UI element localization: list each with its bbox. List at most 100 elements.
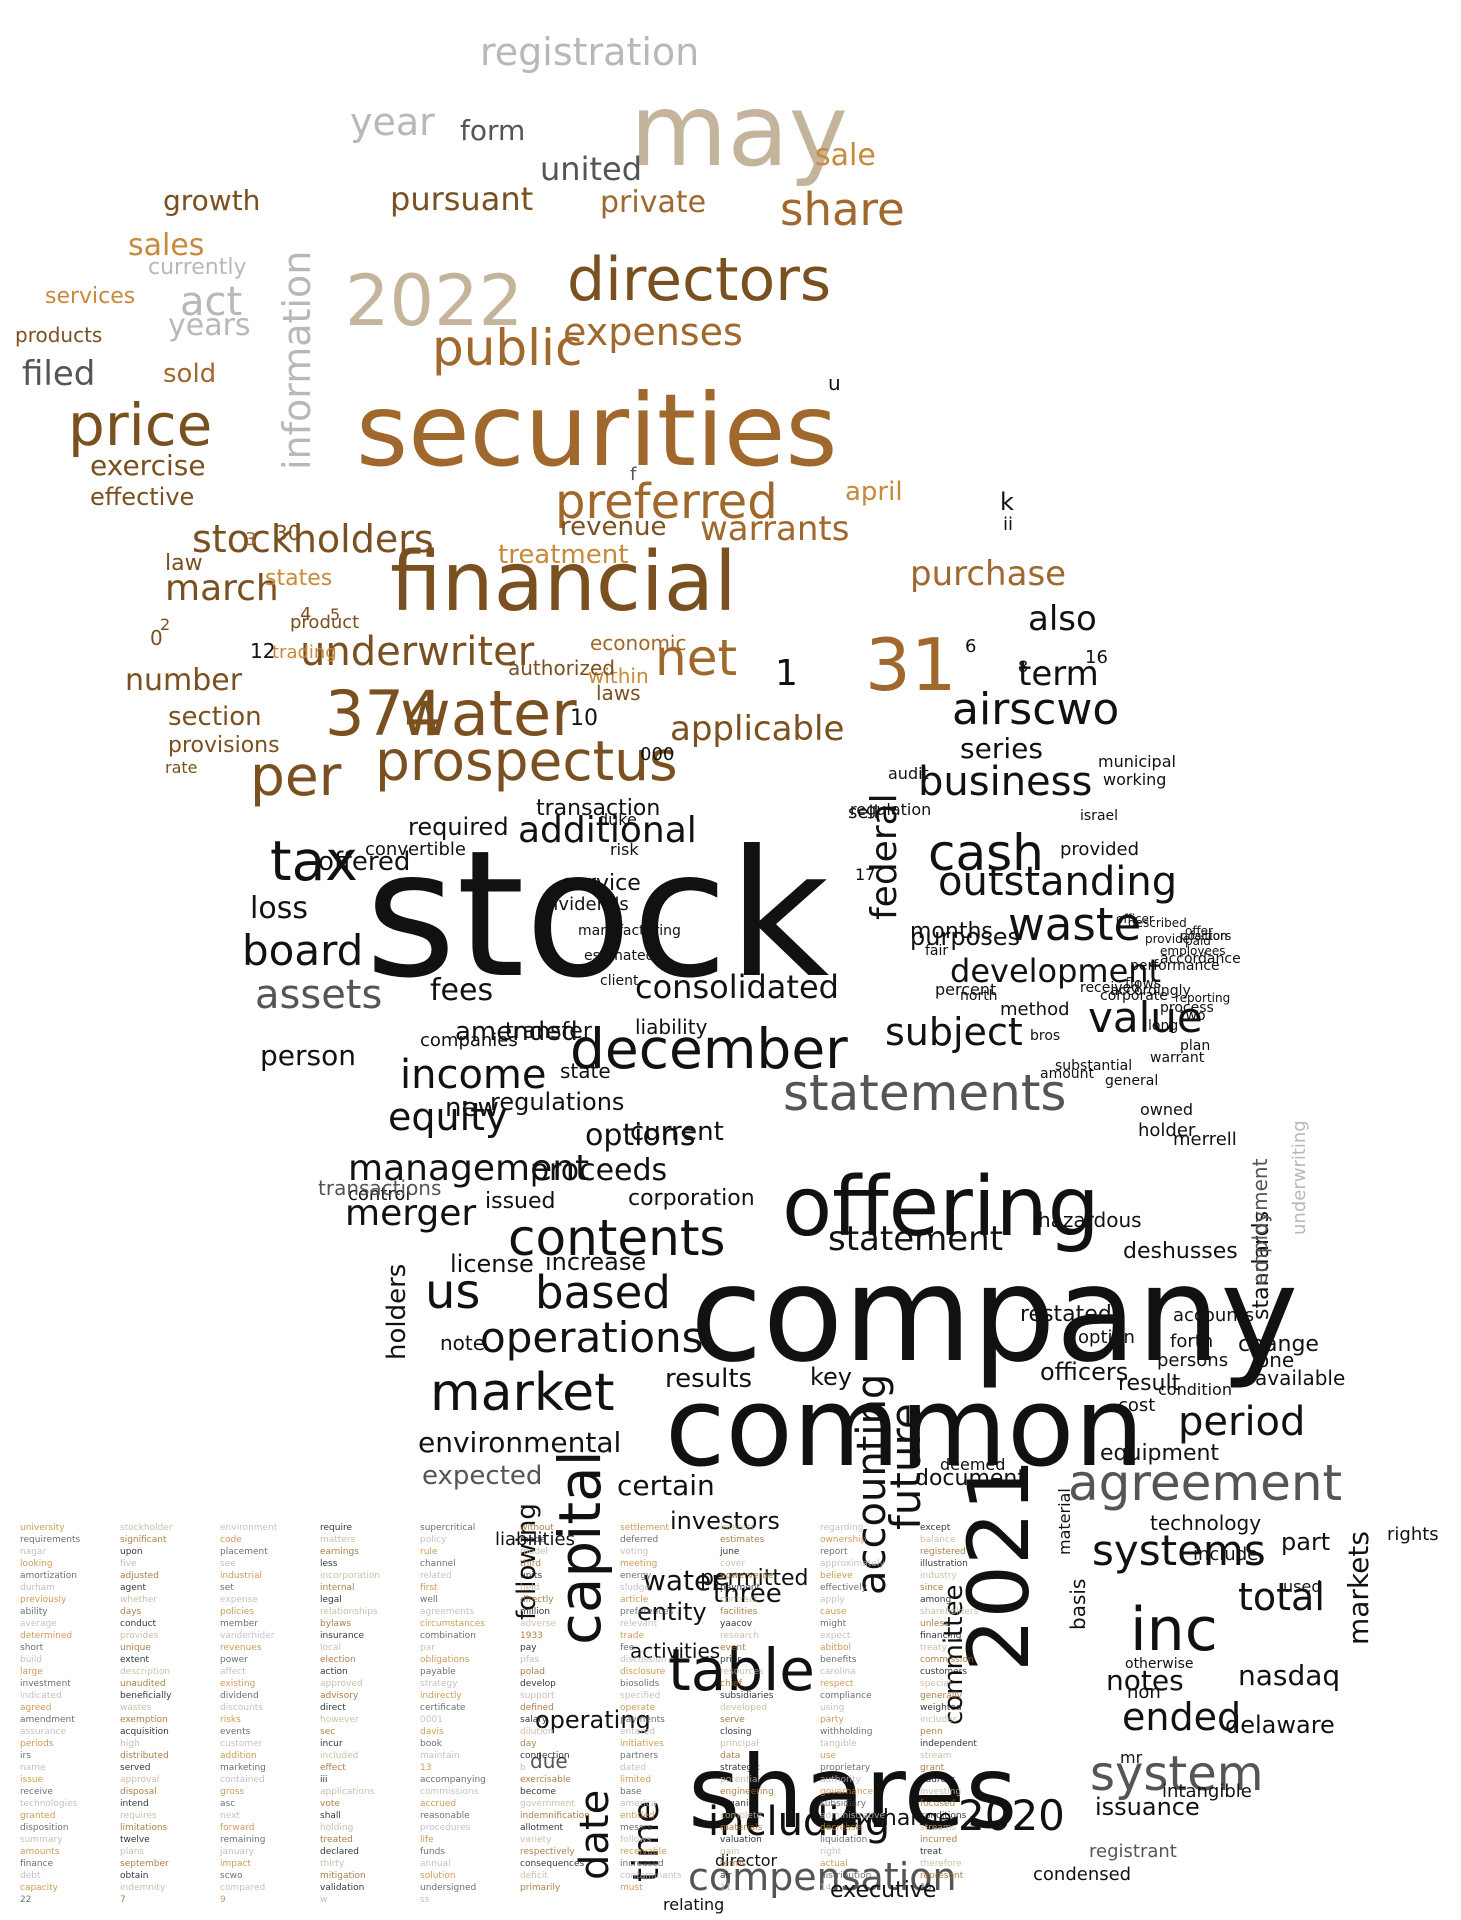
word-party: party	[820, 1715, 844, 1725]
word-election: election	[320, 1655, 356, 1665]
word-merger: merger	[345, 1193, 476, 1234]
word-capital: capital	[546, 1450, 614, 1645]
word-equipment: equipment	[1100, 1441, 1219, 1466]
word-event: event	[720, 1643, 746, 1653]
word-except: except	[920, 1523, 951, 1533]
word-indemnity: indemnity	[120, 1883, 166, 1893]
word-payment: payment	[720, 1583, 761, 1593]
word-sludge: sludge	[620, 1583, 650, 1593]
word-environmental: environmental	[418, 1426, 621, 1459]
word-bros: bros	[1030, 1028, 1060, 1044]
word-10: 10	[570, 706, 598, 731]
word-relating: relating	[663, 1895, 724, 1914]
word-employment: employment	[1248, 1158, 1272, 1285]
word-april: april	[845, 477, 903, 507]
word-cause: cause	[820, 1607, 847, 1617]
word-manufacturing: manufacturing	[578, 923, 681, 939]
word-agent: agent	[120, 1583, 146, 1593]
word-warrant: warrant	[1150, 1050, 1205, 1066]
word-relevant: relevant	[620, 1619, 658, 1629]
word-holders: holders	[382, 1264, 412, 1360]
word-30: 30	[275, 521, 300, 545]
word-material: material	[1055, 1488, 1074, 1555]
word-exchange: exchange	[845, 1806, 952, 1831]
word-annual: annual	[420, 1859, 451, 1869]
word-financing: financing	[920, 1631, 961, 1641]
word-relationships: relationships	[320, 1607, 378, 1617]
word-offer: offer	[1185, 924, 1213, 938]
word-shares: shares	[688, 1734, 1017, 1851]
word-industrial: industrial	[220, 1571, 262, 1581]
word-w: w	[320, 1895, 327, 1905]
word-fee: fee	[620, 1643, 635, 1653]
word-regulations: regulations	[490, 1088, 624, 1116]
word-interest: interest	[720, 1523, 755, 1533]
word-impact: impact	[220, 1859, 251, 1869]
word-employees: employees	[1160, 944, 1225, 958]
word-due: due	[530, 1749, 568, 1773]
word-exercisable: exercisable	[520, 1775, 571, 1785]
word-disclosure: disclosure	[620, 1667, 666, 1677]
word-looking: looking	[20, 1559, 53, 1569]
word-forth: forth	[1170, 1331, 1213, 1352]
word-applications: applications	[320, 1787, 375, 1797]
word-contained: contained	[220, 1775, 265, 1785]
word-revenue: revenue	[560, 512, 666, 542]
word-large: large	[20, 1667, 43, 1677]
word-offered: offered	[318, 847, 410, 877]
word-consolidated: consolidated	[635, 968, 839, 1006]
word-risks: risks	[220, 1715, 241, 1725]
word-months: months	[910, 919, 993, 944]
word-government: government	[520, 1799, 575, 1809]
word-year: year	[350, 100, 435, 144]
word-funds: funds	[420, 1847, 445, 1857]
word-years: years	[168, 308, 251, 343]
word-1933: 1933	[520, 1631, 543, 1641]
word-respect: respect	[820, 1679, 854, 1689]
word-receive: receive	[20, 1787, 53, 1797]
word-defined: defined	[520, 1703, 554, 1713]
word-cover: cover	[720, 1559, 745, 1569]
word-disposal: disposal	[120, 1787, 157, 1797]
word-one: one	[1257, 1348, 1294, 1372]
word-accrued: accrued	[420, 1799, 456, 1809]
word-exercise: exercise	[90, 449, 206, 482]
word-substantial: substantial	[1055, 1058, 1132, 1074]
word-committee: committee	[939, 1585, 969, 1725]
word-wastes: wastes	[120, 1703, 152, 1713]
word-amortization: amortization	[20, 1571, 77, 1581]
word-maintain: maintain	[420, 1751, 460, 1761]
word-expected: expected	[422, 1461, 542, 1491]
word-operations: operations	[480, 1313, 704, 1362]
word-internal: internal	[320, 1583, 355, 1593]
word-iii: iii	[320, 1775, 328, 1785]
word-illustration: illustration	[920, 1559, 968, 1569]
word-sales: sales	[128, 228, 204, 263]
word-sale: sale	[815, 138, 876, 173]
word-variety: variety	[520, 1835, 552, 1845]
word-engineering: engineering	[720, 1787, 774, 1797]
word-allotment: allotment	[520, 1823, 564, 1833]
word-administrative: administrative	[820, 1811, 885, 1821]
word-settlement: settlement	[620, 1523, 669, 1533]
word-environment: environment	[220, 1523, 278, 1533]
word-might: might	[820, 1619, 847, 1629]
word-connection: connection	[520, 1751, 570, 1761]
word-withholding: withholding	[820, 1727, 872, 1737]
word-day: day	[520, 1739, 537, 1749]
word-first: first	[420, 1583, 438, 1593]
word-entitled: entitled	[620, 1811, 655, 1821]
word-regulation: regulation	[850, 800, 931, 819]
word-risk: risk	[610, 840, 639, 859]
word-organic: organic	[720, 1799, 753, 1809]
word-agreement: agreement	[1068, 1454, 1342, 1512]
word-agreements: agreements	[420, 1607, 474, 1617]
word-third: third	[520, 1559, 541, 1569]
word-treaty: treaty	[920, 1643, 948, 1653]
word-upon: upon	[120, 1547, 143, 1557]
word-september: september	[120, 1859, 169, 1869]
word-municipal: municipal	[1098, 752, 1176, 771]
word-article: article	[620, 1595, 649, 1605]
word-activities: activities	[630, 1639, 720, 1663]
word-north: north	[960, 988, 998, 1004]
